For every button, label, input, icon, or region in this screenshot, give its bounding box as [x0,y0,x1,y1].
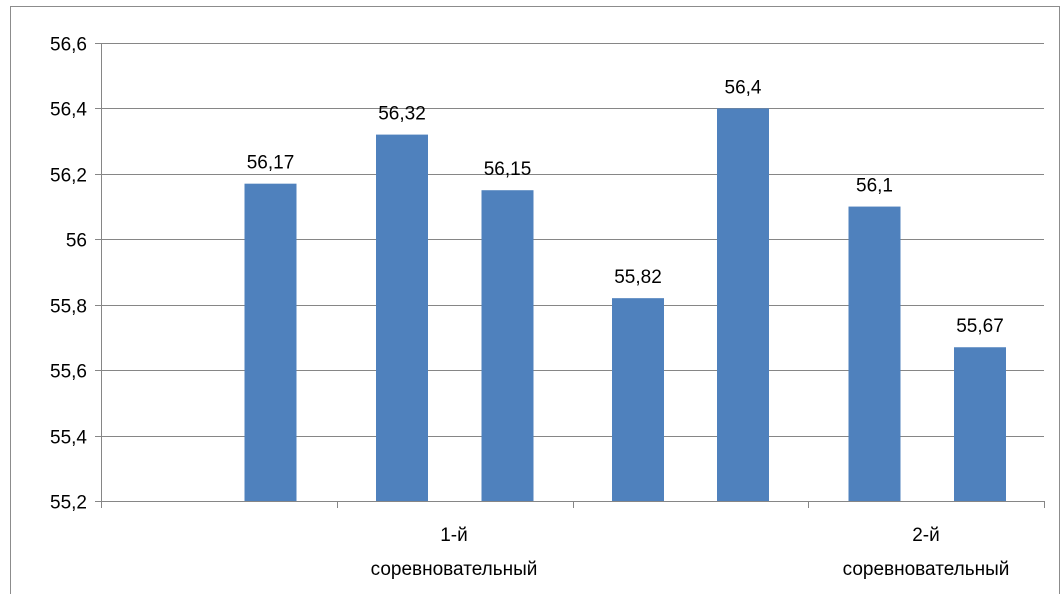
y-tick-label: 55,4 [50,428,87,449]
bar-value-label: 56,1 [856,176,893,197]
bar-value-label: 56,15 [484,159,532,180]
y-tick-label: 55,8 [50,297,87,318]
data-labels: 56,17 56,32 56,15 55,82 56,4 56,1 55,67 [247,77,1004,337]
category-label-2-line2: соревновательный [843,559,1010,580]
category-label-2-line1: 2-й [912,525,940,546]
bar [376,134,428,501]
bar-value-label: 56,17 [247,153,295,174]
bar [717,108,769,501]
bar-value-label: 56,32 [378,104,426,125]
bar-value-label: 55,82 [614,267,662,288]
bar-value-label: 55,67 [956,316,1004,337]
y-tick-label: 56,6 [50,35,87,56]
x-tick-marks [101,501,1045,508]
bar-value-label: 56,4 [725,77,762,98]
bars [244,108,1006,502]
y-tick-label: 56,2 [50,166,87,187]
category-label-1-line2: соревновательный [371,559,538,580]
category-labels: 1-й соревновательный 2-й соревновательны… [371,525,1010,580]
category-label-1-line1: 1-й [440,525,468,546]
y-tick-label: 55,6 [50,362,87,383]
y-tick-labels: 55,2 55,4 55,6 55,8 56 56,2 56,4 56,6 [50,35,101,514]
y-tick-label: 56,4 [50,100,87,121]
y-tick-label: 56 [66,231,87,252]
bar [244,183,297,501]
bar [848,206,901,502]
bar [612,298,664,501]
bar [481,190,534,501]
gridlines [101,43,1044,437]
bar [954,347,1006,501]
y-tick-label: 55,2 [50,493,87,514]
axes [101,43,1044,502]
